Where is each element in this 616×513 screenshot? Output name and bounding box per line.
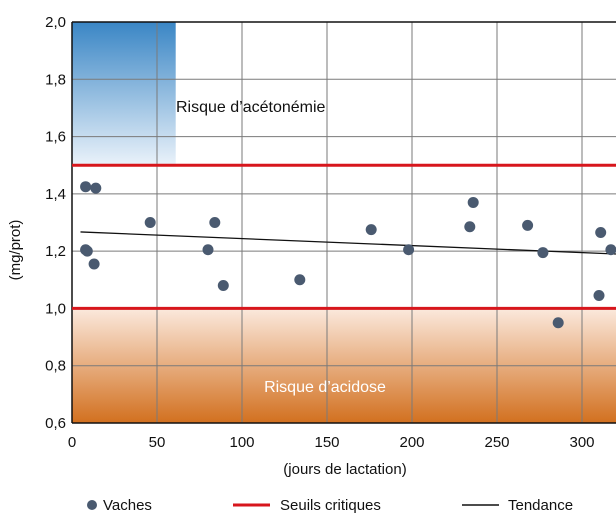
data-point xyxy=(144,217,156,228)
x-tick-label: 200 xyxy=(399,434,424,451)
data-point xyxy=(217,280,229,292)
data-point xyxy=(552,317,564,329)
legend-item-seuils: Seuils critiques xyxy=(233,497,381,513)
x-axis-title: (jours de lactation) xyxy=(283,461,406,478)
data-point xyxy=(88,258,100,270)
y-axis-title: (mg/prot) xyxy=(7,220,24,281)
legend: Vaches Seuils critiques Tendance xyxy=(87,497,573,513)
trend-layer xyxy=(80,231,616,255)
y-tick-label: 1,0 xyxy=(45,300,66,317)
data-point xyxy=(467,196,479,208)
legend-label-tendance: Tendance xyxy=(508,497,573,513)
data-point xyxy=(522,219,534,231)
legend-item-vaches: Vaches xyxy=(87,497,152,513)
legend-label-seuils: Seuils critiques xyxy=(280,497,381,513)
x-tick-label: 100 xyxy=(229,434,254,451)
y-tick-label: 1,6 xyxy=(45,129,66,146)
x-tick-label: 250 xyxy=(484,434,509,451)
y-tick-label: 2,0 xyxy=(45,14,66,31)
x-tick-label: 0 xyxy=(68,434,76,451)
zone-acetonemia xyxy=(72,22,176,166)
data-point xyxy=(80,181,92,193)
x-tick-labels: 0 50 100 150 200 250 300 xyxy=(68,434,595,451)
data-point xyxy=(595,227,607,239)
data-point xyxy=(202,244,214,256)
threshold-layer xyxy=(72,163,616,310)
y-tick-label: 0,8 xyxy=(45,358,66,375)
y-tick-label: 1,2 xyxy=(45,243,66,260)
data-point xyxy=(81,245,93,257)
x-tick-label: 50 xyxy=(149,434,166,451)
y-tick-label: 1,8 xyxy=(45,71,66,88)
zone-label-acidosis: Risque d’acidose xyxy=(264,379,386,396)
x-tick-label: 300 xyxy=(569,434,594,451)
zone-label-acetonemia: Risque d’acétonémie xyxy=(176,99,326,116)
trend-line xyxy=(80,231,616,255)
points-layer xyxy=(80,181,616,329)
x-tick-label: 150 xyxy=(314,434,339,451)
data-point xyxy=(294,274,306,286)
data-point xyxy=(365,224,377,236)
data-point xyxy=(209,217,221,228)
legend-label-vaches: Vaches xyxy=(103,497,152,513)
data-point xyxy=(537,247,549,259)
data-point xyxy=(605,244,616,256)
y-tick-label: 1,4 xyxy=(45,186,66,203)
y-tick-label: 0,6 xyxy=(45,415,66,432)
data-point xyxy=(90,182,102,194)
y-tick-labels: 0,6 0,8 1,0 1,2 1,4 1,6 1,8 2,0 xyxy=(45,14,66,432)
data-point xyxy=(593,290,605,302)
data-point xyxy=(464,221,476,233)
data-point xyxy=(403,244,415,256)
legend-item-tendance: Tendance xyxy=(462,497,573,513)
legend-marker-vaches xyxy=(87,500,97,510)
